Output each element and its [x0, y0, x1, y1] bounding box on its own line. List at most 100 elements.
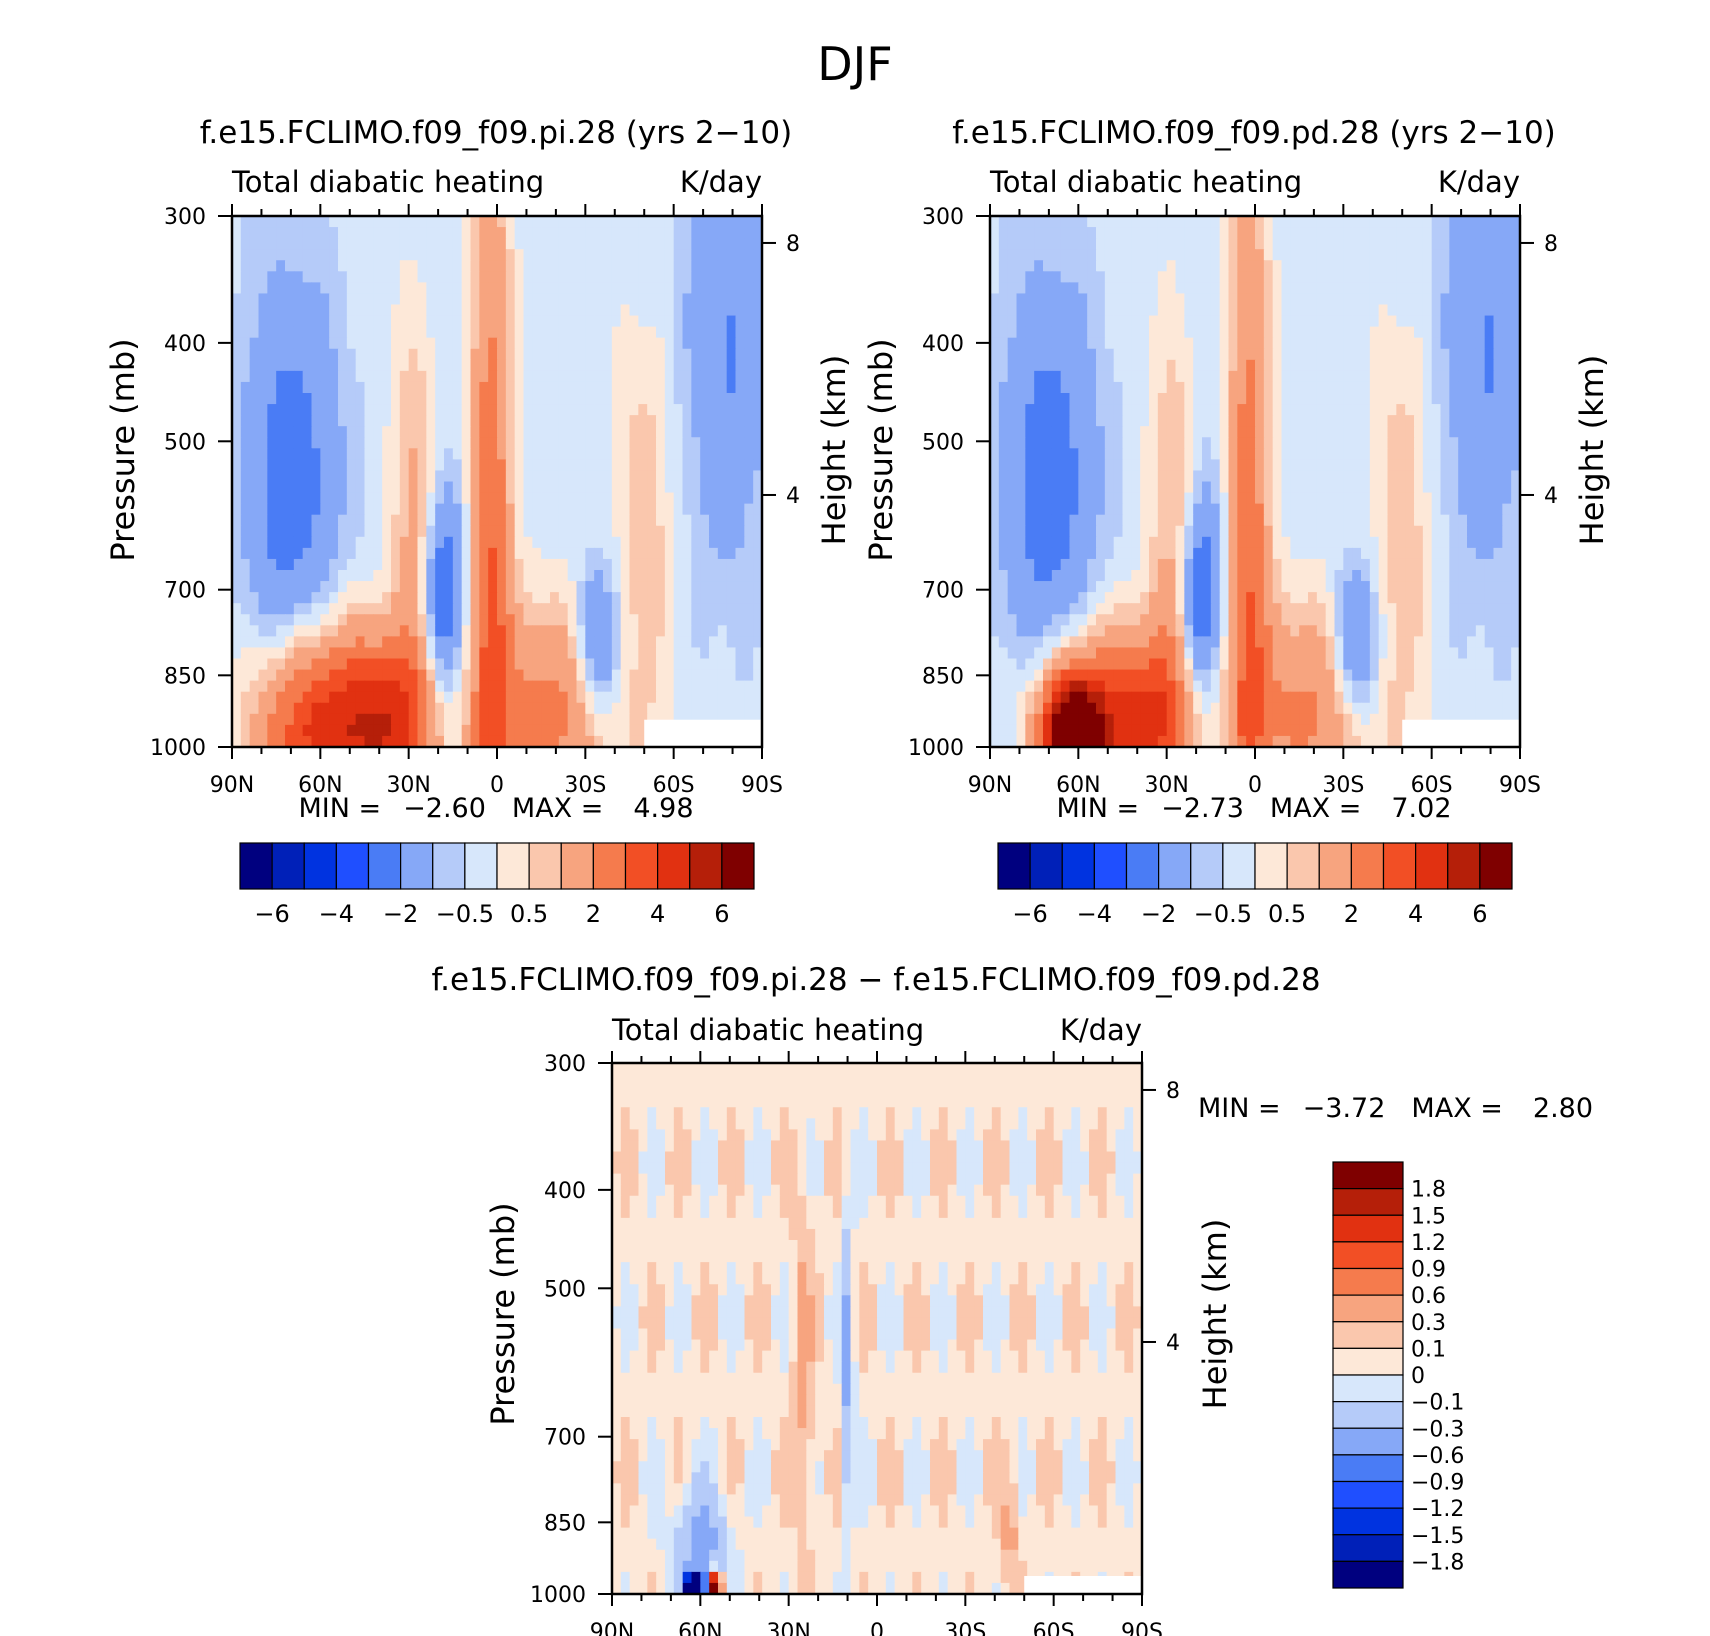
field-cell — [523, 381, 533, 394]
field-cell — [232, 570, 242, 582]
field-cell — [479, 470, 489, 483]
field-cell — [1255, 271, 1265, 283]
field-cell — [346, 592, 357, 604]
field-cell — [1290, 227, 1300, 239]
field-cell — [373, 293, 383, 306]
field-cell — [276, 592, 286, 604]
field-cell — [1193, 503, 1203, 516]
field-cell — [302, 525, 313, 538]
field-cell — [1149, 238, 1159, 250]
field-cell — [673, 448, 684, 460]
field-cell — [709, 326, 719, 339]
field-cell — [585, 614, 595, 626]
field-cell — [611, 702, 622, 715]
field-cell — [514, 713, 525, 726]
field-cell — [1034, 282, 1044, 295]
field-cell — [1263, 370, 1274, 383]
field-cell — [311, 437, 321, 449]
field-cell — [488, 647, 498, 660]
field-cell — [302, 702, 313, 715]
field-cell — [726, 437, 737, 449]
field-cell — [1140, 326, 1150, 339]
field-cell — [567, 238, 578, 250]
field-cell — [1299, 558, 1309, 571]
field-cell — [541, 426, 551, 438]
field-cell — [258, 216, 268, 228]
field-cell — [329, 558, 339, 571]
field-cell — [355, 625, 366, 637]
field-cell — [585, 525, 595, 538]
field-cell — [1255, 525, 1265, 538]
field-cell — [1352, 304, 1362, 317]
field-cell — [998, 370, 1009, 383]
field-cell — [346, 614, 357, 626]
field-cell — [1025, 492, 1035, 505]
field-cell — [1166, 481, 1177, 494]
field-cell — [1369, 326, 1380, 339]
field-cell — [1104, 581, 1115, 593]
field-cell — [585, 426, 595, 438]
field-cell — [656, 525, 666, 538]
field-cell — [1431, 348, 1442, 361]
field-cell — [656, 415, 666, 427]
field-cell — [1449, 359, 1459, 372]
field-cell — [320, 216, 330, 228]
field-cell — [1175, 315, 1185, 328]
field-cell — [576, 448, 586, 460]
field-cell — [567, 691, 578, 704]
field-cell — [1484, 260, 1495, 272]
field-cell — [744, 238, 754, 250]
field-cell — [302, 337, 313, 350]
field-cell — [998, 260, 1009, 272]
field-cell — [276, 481, 286, 494]
field-cell — [1352, 481, 1362, 494]
field-cell — [1396, 370, 1406, 383]
field-cell — [1140, 393, 1150, 405]
field-cell — [435, 536, 445, 549]
field-cell — [355, 337, 366, 350]
field-cell — [1475, 359, 1486, 372]
field-cell — [355, 216, 366, 228]
field-cell — [382, 614, 392, 626]
field-cell — [1237, 260, 1247, 272]
field-cell — [1060, 558, 1071, 571]
field-cell — [302, 271, 313, 283]
field-cell — [1157, 426, 1168, 438]
field-cell — [1184, 238, 1194, 250]
field-cell — [470, 669, 480, 682]
field-cell — [1043, 525, 1053, 538]
field-cell — [382, 282, 392, 295]
field-cell — [1228, 503, 1238, 516]
field-cell — [355, 581, 366, 593]
field-cell — [258, 415, 268, 427]
field-cell — [1316, 514, 1327, 527]
field-cell — [488, 680, 498, 693]
field-cell — [656, 370, 666, 383]
field-cell — [1202, 381, 1212, 394]
field-cell — [726, 514, 737, 527]
field-cell — [1166, 249, 1177, 261]
field-cell — [232, 525, 242, 538]
field-cell — [744, 370, 754, 383]
field-cell — [550, 348, 560, 361]
field-cell — [1219, 536, 1230, 549]
field-cell — [1060, 581, 1071, 593]
field-cell — [364, 724, 374, 737]
field-cell — [1343, 282, 1353, 295]
field-cell — [417, 359, 427, 372]
field-cell — [1387, 337, 1397, 350]
field-cell — [1246, 238, 1256, 250]
field-cell — [479, 216, 489, 228]
field-cell — [673, 503, 684, 516]
field-cell — [514, 326, 525, 339]
field-cell — [444, 481, 454, 494]
field-cell — [355, 547, 366, 560]
field-cell — [673, 227, 684, 239]
field-cell — [1396, 359, 1406, 372]
field-cell — [1316, 470, 1327, 483]
field-cell — [285, 592, 295, 604]
field-cell — [541, 437, 551, 449]
field-cell — [1334, 337, 1344, 350]
field-cell — [1246, 415, 1256, 427]
field-cell — [285, 647, 295, 660]
